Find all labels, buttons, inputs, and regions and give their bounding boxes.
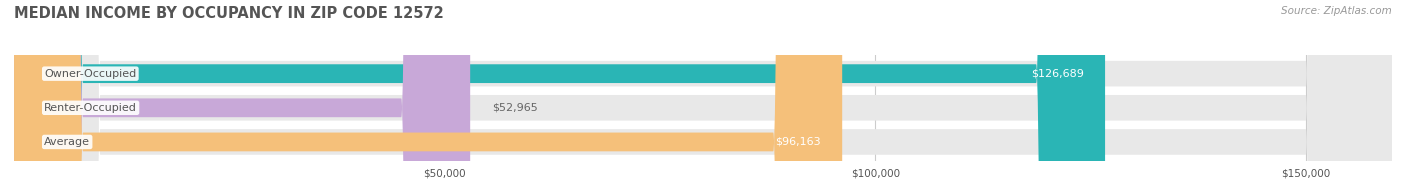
FancyBboxPatch shape bbox=[14, 0, 1392, 196]
Text: Source: ZipAtlas.com: Source: ZipAtlas.com bbox=[1281, 6, 1392, 16]
FancyBboxPatch shape bbox=[14, 0, 1392, 196]
Text: $126,689: $126,689 bbox=[1031, 69, 1084, 79]
Text: $96,163: $96,163 bbox=[775, 137, 821, 147]
Text: Owner-Occupied: Owner-Occupied bbox=[44, 69, 136, 79]
Text: Renter-Occupied: Renter-Occupied bbox=[44, 103, 136, 113]
FancyBboxPatch shape bbox=[14, 0, 1105, 196]
Text: MEDIAN INCOME BY OCCUPANCY IN ZIP CODE 12572: MEDIAN INCOME BY OCCUPANCY IN ZIP CODE 1… bbox=[14, 6, 444, 21]
FancyBboxPatch shape bbox=[14, 0, 470, 196]
Text: $52,965: $52,965 bbox=[492, 103, 537, 113]
Text: Average: Average bbox=[44, 137, 90, 147]
FancyBboxPatch shape bbox=[14, 0, 842, 196]
FancyBboxPatch shape bbox=[14, 0, 1392, 196]
